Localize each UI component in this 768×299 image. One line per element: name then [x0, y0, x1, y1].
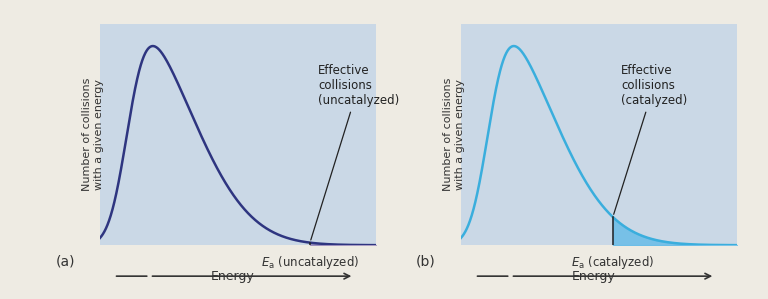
Text: Effective
collisions
(uncatalyzed): Effective collisions (uncatalyzed): [311, 64, 399, 240]
Text: Energy: Energy: [571, 270, 615, 283]
Y-axis label: Number of collisions
with a given energy: Number of collisions with a given energy: [443, 78, 465, 191]
Y-axis label: Number of collisions
with a given energy: Number of collisions with a given energy: [82, 78, 104, 191]
Text: $E_{\mathrm{a}}$ (catalyzed): $E_{\mathrm{a}}$ (catalyzed): [571, 254, 654, 271]
Text: (b): (b): [416, 254, 436, 268]
Text: Effective
collisions
(catalyzed): Effective collisions (catalyzed): [614, 64, 687, 214]
Text: (a): (a): [55, 254, 75, 268]
Text: $E_{\mathrm{a}}$ (uncatalyzed): $E_{\mathrm{a}}$ (uncatalyzed): [261, 254, 359, 271]
Text: Energy: Energy: [210, 270, 254, 283]
